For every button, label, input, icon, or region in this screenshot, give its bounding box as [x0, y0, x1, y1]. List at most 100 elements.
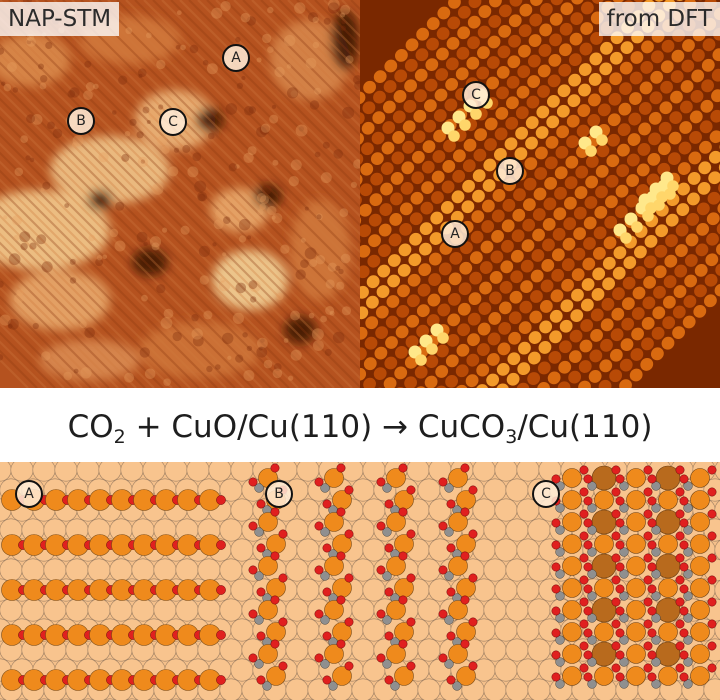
- stm-texture-dot: [189, 44, 199, 54]
- dft-atom: [590, 308, 604, 322]
- stm-texture-dot: [257, 209, 264, 216]
- dft-atom: [462, 159, 476, 173]
- dft-atom: [589, 52, 603, 66]
- dft-atom: [569, 329, 583, 343]
- oxygen-atom: [643, 531, 653, 541]
- cu-surface-atom: [351, 638, 375, 662]
- oxygen-atom: [615, 650, 625, 660]
- stm-atomic-row: [0, 178, 209, 388]
- dft-atom: [421, 160, 435, 174]
- oxygen-atom: [643, 487, 653, 497]
- dft-atom: [527, 75, 541, 88]
- dft-atom: [715, 263, 720, 277]
- dft-atom: [594, 205, 608, 219]
- stm-texture-dot: [84, 327, 95, 339]
- cu-surface-atom: [527, 678, 551, 700]
- stm-texture-dot: [191, 328, 203, 340]
- dft-atom: [537, 361, 551, 375]
- dft-atom: [469, 251, 483, 265]
- carbon-atom: [320, 615, 330, 625]
- carbon-atom: [444, 483, 454, 493]
- dft-atom: [609, 369, 623, 383]
- dft-atom: [404, 58, 418, 72]
- stm-texture-dot: [7, 323, 13, 329]
- stm-atomic-row: [0, 0, 360, 362]
- stm-texture-dot: [325, 279, 335, 289]
- stm-texture-dot: [26, 39, 32, 45]
- dft-atom: [401, 161, 415, 175]
- dft-atom: [474, 128, 488, 142]
- oxygen-atom: [583, 628, 593, 638]
- stm-texture-dot: [262, 185, 272, 195]
- dft-atom: [487, 332, 501, 346]
- dft-atom: [615, 184, 629, 198]
- dft-atom: [382, 100, 396, 114]
- dft-atom: [481, 199, 495, 213]
- stm-texture-dot: [247, 146, 257, 156]
- stm-texture-dot: [287, 87, 299, 99]
- oxygen-atom: [322, 631, 332, 641]
- dft-atom: [491, 230, 504, 243]
- carbon-atom: [683, 569, 693, 579]
- cu-carbonate-atom: [626, 490, 646, 510]
- stm-texture-dot: [288, 375, 294, 381]
- dft-atom: [560, 2, 574, 16]
- oxygen-atom: [647, 474, 657, 484]
- cu-carbonate-atom: [690, 556, 710, 576]
- dft-atom: [365, 316, 379, 330]
- oxygen-atom: [384, 675, 394, 685]
- dft-atom: [457, 26, 471, 40]
- dft-atom: [678, 141, 692, 155]
- structure-model: [0, 462, 720, 700]
- cu-surface-atom: [505, 598, 529, 622]
- oxygen-atom: [270, 463, 280, 473]
- cu-surface-atom: [483, 478, 507, 502]
- dft-bright-carbonate: [645, 202, 657, 214]
- cu-chain-atom: [324, 468, 344, 488]
- stm-texture-dot: [27, 36, 32, 41]
- carbon-atom: [320, 659, 330, 669]
- stm-texture-dot: [246, 345, 253, 352]
- stm-texture-dot: [256, 126, 267, 138]
- dft-atom: [479, 261, 493, 274]
- dft-atom: [451, 190, 465, 204]
- dft-atom: [435, 365, 449, 378]
- stm-atomic-row: [8, 0, 360, 353]
- dft-atom: [580, 298, 594, 312]
- dft-atom: [714, 283, 720, 297]
- stm-texture-dot: [305, 57, 317, 69]
- stm-texture-dot: [269, 114, 279, 124]
- dft-atom: [360, 183, 373, 197]
- cu-carbonate-atom: [690, 666, 710, 686]
- dft-atom: [388, 233, 402, 247]
- cu-carbonate-atom: [690, 600, 710, 620]
- stm-texture-dot: [211, 7, 223, 19]
- dft-atom: [669, 111, 683, 125]
- stm-texture-dot: [112, 110, 117, 115]
- dft-atom: [530, 269, 544, 283]
- stm-texture-dot: [248, 106, 256, 114]
- cu-chain-atom: [332, 666, 352, 686]
- stm-bright-region: [270, 20, 350, 100]
- stm-texture-dot: [260, 123, 271, 133]
- dft-atom: [561, 278, 574, 292]
- stm-texture-dot: [262, 33, 272, 44]
- stm-texture-dot: [102, 254, 108, 260]
- carbon-atom: [254, 483, 264, 493]
- dft-atom: [621, 297, 635, 311]
- stm-texture-dot: [309, 100, 320, 110]
- dft-atom: [552, 227, 566, 241]
- dft-atom: [518, 24, 532, 38]
- oxygen-atom: [384, 587, 394, 597]
- dft-atom: [654, 244, 668, 258]
- cu-surface-atom: [54, 462, 78, 482]
- dft-atom: [578, 83, 591, 97]
- oxygen-atom: [675, 465, 685, 475]
- dft-atom: [611, 307, 625, 321]
- stm-bright-region: [50, 136, 170, 204]
- dft-atom: [532, 228, 545, 242]
- oxygen-atom: [647, 518, 657, 528]
- stm-texture-dot: [258, 346, 263, 351]
- dft-atom: [376, 285, 390, 298]
- oxygen-atom: [446, 631, 456, 641]
